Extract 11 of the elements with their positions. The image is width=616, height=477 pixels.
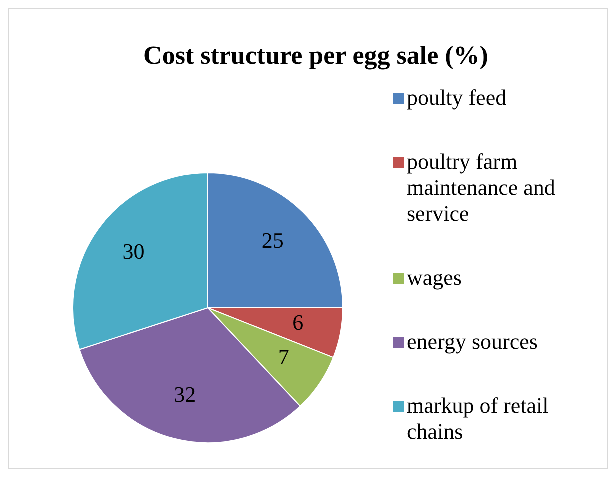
- legend-label: wages: [407, 265, 462, 290]
- legend-label: markup of retail chains: [407, 393, 549, 444]
- data-label: 25: [262, 228, 284, 254]
- legend-label: energy sources: [407, 329, 538, 354]
- legend-label: poulty feed: [407, 85, 507, 110]
- chart-title: Cost structure per egg sale (%): [144, 41, 488, 70]
- data-label: 7: [278, 344, 290, 370]
- data-label: 32: [174, 382, 196, 407]
- legend-label: poultry farm maintenance and service: [407, 149, 556, 226]
- data-label: 6: [292, 310, 304, 336]
- data-label: 30: [122, 239, 145, 264]
